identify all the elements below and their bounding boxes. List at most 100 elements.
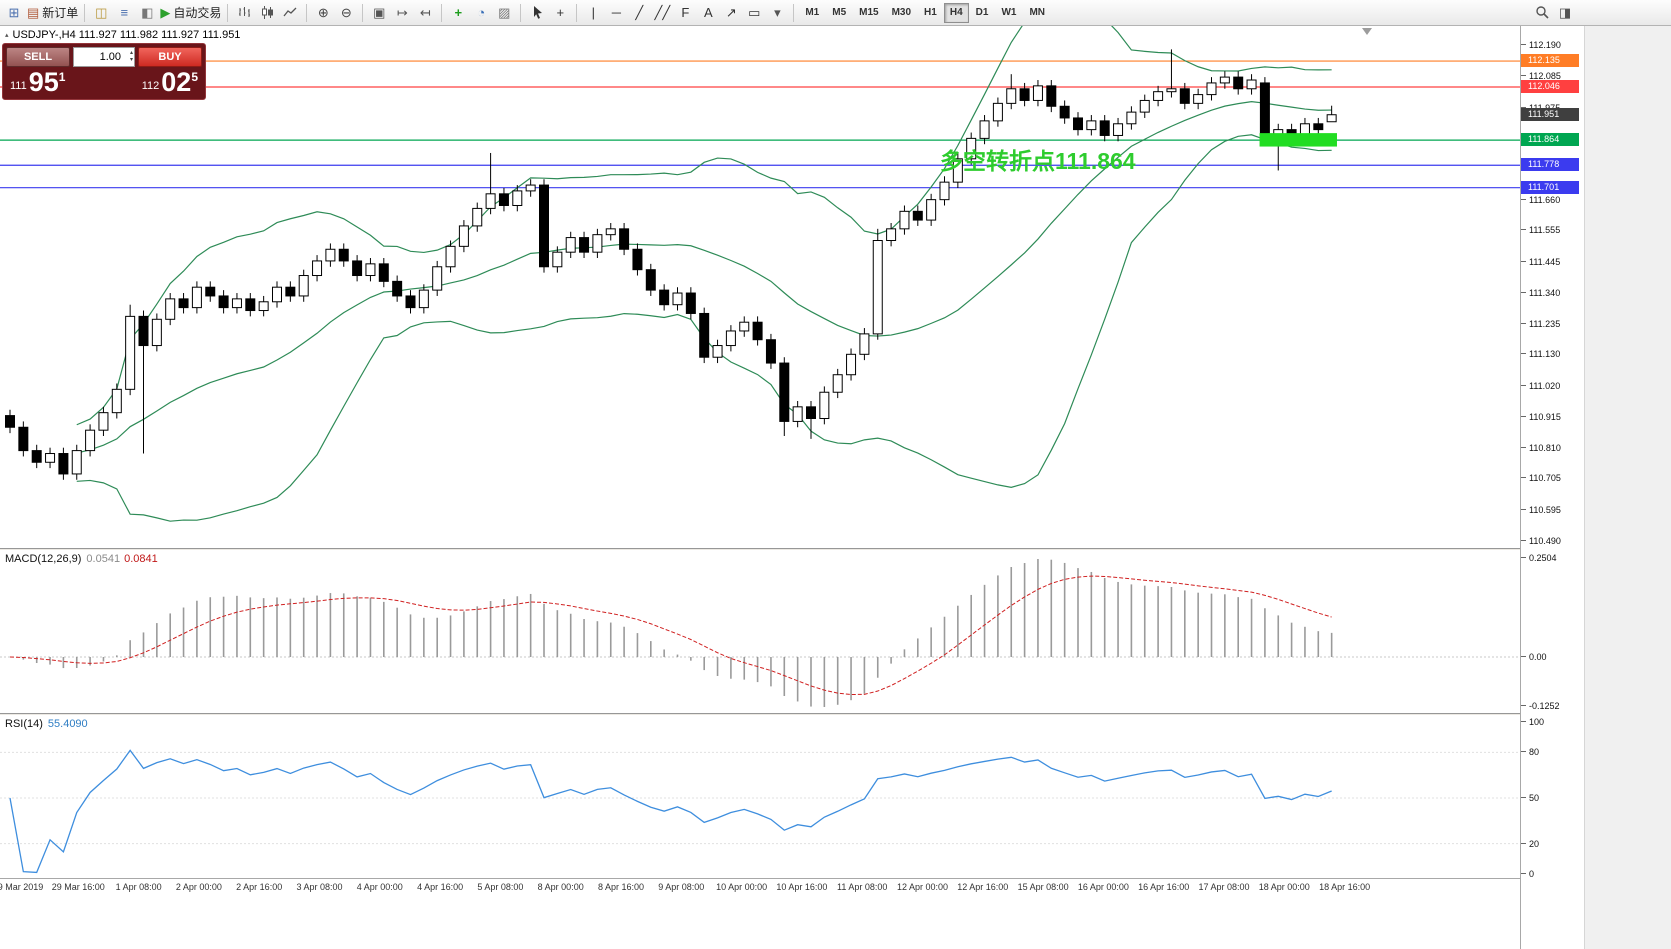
time-axis-label: 3 Apr 08:00 <box>296 882 343 892</box>
macd-pane: MACD(12,26,9) 0.0541 0.0841 <box>0 551 1520 713</box>
price-chart-canvas[interactable] <box>0 26 1520 548</box>
arrows-tool-icon: ↗ <box>725 4 737 20</box>
fibonacci-tool-button[interactable]: F <box>674 2 696 24</box>
tile-windows-button[interactable]: ▣ <box>368 2 390 24</box>
shapes-tool-icon: ▭ <box>748 4 761 20</box>
navigator-button[interactable]: ◧ <box>136 2 158 24</box>
scale-tick: 20 <box>1520 838 1540 849</box>
scale-tick: 110.595 <box>1521 505 1561 516</box>
timeframe-h1-button[interactable]: H1 <box>918 3 943 23</box>
vertical-line-tool-icon: | <box>591 5 596 20</box>
scale-tick: -0.1252 <box>1521 701 1560 711</box>
crosshair-button[interactable]: + <box>549 2 571 24</box>
toolbar-separator <box>306 3 308 22</box>
scale-tick: 0 <box>1520 869 1535 879</box>
timeframe-m30-button[interactable]: M30 <box>886 3 917 23</box>
bar-chart-button[interactable] <box>233 2 255 24</box>
periods-button[interactable]: ◔ <box>470 2 492 24</box>
scale-tick: 80 <box>1520 747 1540 758</box>
time-axis-label: 10 Apr 00:00 <box>716 882 768 892</box>
price-badge: 111.951 <box>1521 107 1579 121</box>
new-order-icon: ▤ <box>27 4 40 20</box>
volume-spinner[interactable]: ▴ ▾ <box>130 48 133 66</box>
time-axis-label: 9 Apr 08:00 <box>658 882 705 892</box>
indicators-add-button[interactable]: + <box>447 2 469 24</box>
one-click-trading-panel: SELL 1.00 ▴ ▾ BUY 111 95 1 112 02 <box>2 43 206 100</box>
time-axis-label: 29 Mar 2019 <box>0 882 44 892</box>
timeframe-d1-button[interactable]: D1 <box>970 3 995 23</box>
scale-tick: 111.340 <box>1520 288 1561 299</box>
data-window-button[interactable]: ◨ <box>1554 2 1576 24</box>
new-chart-button[interactable]: ⊞ <box>3 2 25 24</box>
bar-chart-icon <box>238 7 250 17</box>
scale-tick: 112.190 <box>1521 40 1561 50</box>
dropdown-icon: ▾ <box>774 4 781 20</box>
time-axis-label: 5 Apr 08:00 <box>477 882 524 892</box>
scale-tick: 110.810 <box>1521 442 1561 453</box>
volume-input[interactable]: 1.00 ▴ ▾ <box>73 47 135 67</box>
ask-pipette: 5 <box>191 70 198 84</box>
templates-button[interactable]: ▨ <box>493 2 515 24</box>
candlestick-chart-button[interactable] <box>256 2 278 24</box>
trendline-tool-button[interactable]: ╱ <box>628 2 650 24</box>
collapse-panel-icon[interactable]: ▴ <box>5 32 9 39</box>
new-order-button[interactable]: ▤ 新订单 <box>26 2 79 24</box>
search-button[interactable] <box>1531 2 1553 24</box>
time-axis-label: 29 Mar 16:00 <box>51 882 105 892</box>
price-badge: 111.778 <box>1521 158 1579 172</box>
time-axis-label: 1 Apr 08:00 <box>115 882 162 892</box>
horizontal-line-tool-button[interactable]: ─ <box>605 2 627 24</box>
rsi-canvas[interactable] <box>0 716 1520 878</box>
zoom-out-button[interactable]: ⊖ <box>335 2 357 24</box>
macd-canvas[interactable] <box>0 551 1520 713</box>
line-chart-button[interactable] <box>279 2 301 24</box>
dropdown-button[interactable]: ▾ <box>766 2 788 24</box>
charts-profile-button[interactable]: ◫ <box>90 2 112 24</box>
macd-main-value: 0.0541 <box>86 553 121 565</box>
market-watch-button[interactable]: ≡ <box>113 2 135 24</box>
buy-button[interactable]: BUY <box>138 47 202 67</box>
rsi-name: RSI(14) <box>5 718 43 730</box>
fibonacci-tool-icon: F <box>681 5 690 20</box>
price-scale[interactable]: 112.190112.085111.975111.660111.555111.4… <box>1520 26 1584 949</box>
price-badge: 111.701 <box>1521 180 1579 194</box>
pane-separator[interactable] <box>0 548 1520 551</box>
autotrading-button[interactable]: ▶ 自动交易 <box>159 2 222 24</box>
time-axis-label: 18 Apr 16:00 <box>1319 882 1371 892</box>
shapes-tool-button[interactable]: ▭ <box>743 2 765 24</box>
cursor-icon <box>533 6 542 19</box>
scale-tick: 0.2504 <box>1521 553 1557 563</box>
periods-icon: ◔ <box>477 5 486 20</box>
chart-shift-button[interactable]: ↤ <box>414 2 436 24</box>
macd-name: MACD(12,26,9) <box>5 553 82 565</box>
scale-tick: 111.235 <box>1520 318 1561 329</box>
spin-up-icon[interactable]: ▴ <box>129 50 133 56</box>
data-window-icon: ◨ <box>1558 4 1572 20</box>
symbol-ohlc-label: ▴ USDJPY-,H4 111.927 111.982 111.927 111… <box>5 29 240 41</box>
timeframe-mn-button[interactable]: MN <box>1023 3 1051 23</box>
vertical-line-tool-button[interactable]: | <box>582 2 604 24</box>
toolbar-separator <box>576 3 578 22</box>
time-axis-label: 4 Apr 00:00 <box>356 882 403 892</box>
auto-scroll-button[interactable]: ↦ <box>391 2 413 24</box>
timeframe-w1-button[interactable]: W1 <box>995 3 1022 23</box>
text-tool-button[interactable]: A <box>697 2 719 24</box>
channel-tool-button[interactable]: ╱╱ <box>651 2 673 24</box>
time-axis-label: 2 Apr 16:00 <box>236 882 283 892</box>
price-pane: ▴ USDJPY-,H4 111.927 111.982 111.927 111… <box>0 26 1520 548</box>
sell-button[interactable]: SELL <box>6 47 70 67</box>
time-axis[interactable]: 29 Mar 2019 29 Mar 16:00 1 Apr 08:00 2 Apr … <box>0 878 1520 896</box>
spin-down-icon[interactable]: ▾ <box>129 57 133 63</box>
main-toolbar: ⊞ ▤ 新订单 ◫ ≡ ◧ ▶ 自动交易 ⊕ ⊖ ▣ ↦ ↤ + ◔ ▨ + | ─ ╱ ╱╱ F A ↗ ▭ ▾ M1 M5 M15 M… <box>0 0 1671 26</box>
arrows-tool-button[interactable]: ↗ <box>720 2 742 24</box>
ask-big-digits: 02 <box>161 67 192 97</box>
timeframe-m1-button[interactable]: M1 <box>799 3 825 23</box>
timeframe-h4-button[interactable]: H4 <box>943 2 969 23</box>
timeframe-m5-button[interactable]: M5 <box>826 3 852 23</box>
chart-window: ▴ USDJPY-,H4 111.927 111.982 111.927 111… <box>0 26 1671 949</box>
cursor-button[interactable] <box>526 2 548 24</box>
time-axis-label: 17 Apr 08:00 <box>1198 882 1250 892</box>
pane-separator[interactable] <box>0 713 1520 716</box>
zoom-in-button[interactable]: ⊕ <box>312 2 334 24</box>
timeframe-m15-button[interactable]: M15 <box>853 3 884 23</box>
